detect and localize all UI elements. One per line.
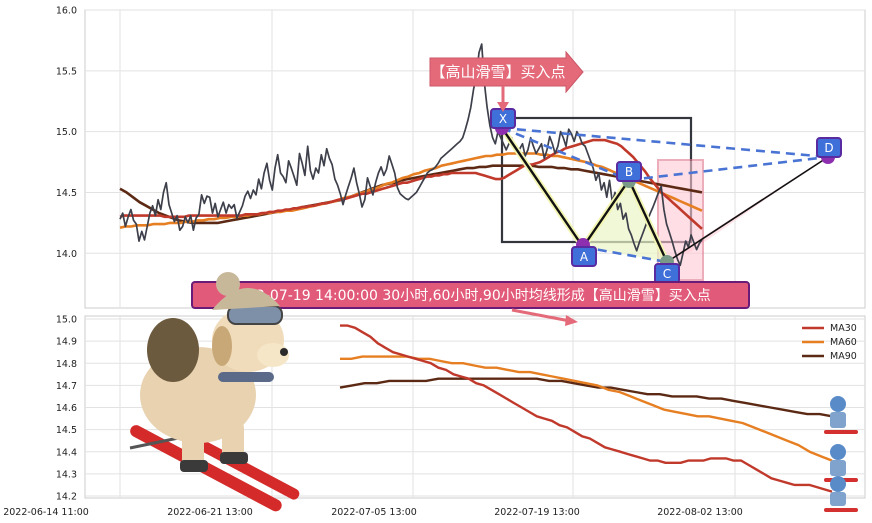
ma-y-tick-label: 14.5	[56, 425, 77, 436]
x-tick-label: 2022-08-02 13:00	[657, 507, 743, 518]
point-d-label: D	[824, 141, 833, 155]
dog-leg-back	[222, 420, 244, 460]
point-c-label: C	[663, 267, 671, 281]
legend-label-ma90: MA90	[830, 351, 857, 362]
ma-y-tick-label: 14.6	[56, 403, 77, 414]
legend: MA30 MA60 MA90	[802, 323, 857, 362]
point-d-badge	[816, 137, 842, 158]
signal-arrow-line	[511, 308, 571, 323]
price-y-tick-label: 15.0	[56, 127, 77, 138]
price-y-tick-label: 15.5	[56, 66, 77, 77]
ma-y-tick-label: 14.7	[56, 381, 77, 392]
dog-goggles	[227, 305, 283, 325]
x-tick-label: 2022-07-05 13:00	[331, 507, 417, 518]
point-x-label: X	[499, 112, 507, 126]
ma-series-ma90	[339, 377, 833, 418]
price-y-tick-label: 14.0	[56, 249, 77, 260]
dog-leg-front	[182, 430, 204, 468]
mini-skier-body-3	[830, 492, 846, 506]
price-y-tick-label: 14.5	[56, 188, 77, 199]
mini-skier-body-1	[830, 412, 846, 428]
mini-skier-ski-1	[824, 430, 858, 434]
legend-label-ma60: MA60	[830, 337, 857, 348]
signal-banner: 2022-07-19 14:00:00 30小时,60小时,90小时均线形成【高…	[191, 281, 750, 326]
x-tick-label: 2022-06-21 13:00	[167, 507, 253, 518]
ma-lines	[339, 324, 833, 493]
signal-text: 2022-07-19 14:00:00 30小时,60小时,90小时均线形成【高…	[229, 287, 710, 304]
price-panel: 16.0 15.5 15.0 14.5 14.0 X	[56, 6, 866, 309]
price-y-axis: 16.0 15.5 15.0 14.5 14.0	[56, 6, 77, 260]
point-c: C	[654, 255, 680, 284]
skiing-dog-illustration	[129, 272, 300, 512]
price-series-ma60	[119, 152, 703, 229]
ma-y-tick-label: 14.4	[56, 447, 77, 458]
point-a-badge	[571, 246, 597, 267]
bc-leg	[627, 179, 669, 263]
point-b-badge	[616, 161, 642, 182]
ma-series-ma30	[340, 324, 833, 493]
price-lines	[119, 43, 703, 267]
cd-shaded-region	[664, 156, 828, 262]
banner-text: 【高山滑雪】买入点	[430, 63, 565, 81]
price-series-ma90	[119, 164, 703, 225]
signal-arrow-head	[565, 315, 578, 326]
mini-skier-body-2	[830, 460, 846, 476]
point-a-label: A	[580, 250, 589, 264]
banner-pointer-head	[497, 102, 509, 112]
bd-dashed	[628, 155, 829, 182]
ma-y-tick-label: 14.2	[56, 492, 77, 503]
dog-beanie-pompom	[216, 272, 240, 296]
ab-leg	[582, 179, 630, 248]
mini-skier-head-3	[830, 476, 846, 492]
signal-banner-box	[191, 281, 750, 309]
xd-dashed	[501, 126, 829, 159]
ma-y-tick-label: 14.8	[56, 359, 77, 370]
dog-ear	[212, 326, 232, 366]
dog-boot-front	[180, 460, 208, 472]
ma-panel: 15.0 14.9 14.8 14.7 14.6 14.5 14.4 14.3 14.2 MA3…	[3, 315, 866, 518]
dog-snout	[257, 343, 289, 367]
banner-arrow-shape	[429, 50, 584, 94]
mini-skier-icons	[824, 396, 858, 512]
mini-skier-head-1	[830, 396, 846, 412]
buy-point-banner: 【高山滑雪】买入点	[429, 50, 584, 112]
point-d: D	[816, 137, 842, 164]
ma-y-tick-label: 15.0	[56, 315, 77, 326]
point-b-label: B	[625, 165, 633, 179]
dog-backpack	[147, 318, 199, 382]
mini-skier-icon-1	[824, 396, 858, 434]
xb-dashed	[501, 126, 630, 182]
point-b: B	[616, 161, 642, 188]
legend-label-ma30: MA30	[830, 323, 857, 334]
mini-skier-head-2	[830, 444, 846, 460]
dog-nose	[280, 348, 288, 356]
x-axis: 2022-06-14 11:00 2022-06-21 13:00 2022-07-…	[3, 507, 743, 518]
ma-y-tick-label: 14.3	[56, 469, 77, 480]
dog-boot-back	[220, 452, 248, 464]
point-a: A	[571, 238, 597, 267]
x-tick-label: 2022-06-14 11:00	[3, 507, 89, 518]
ma-y-axis: 15.0 14.9 14.8 14.7 14.6 14.5 14.4 14.3 14.2	[56, 315, 77, 503]
dog-beanie	[212, 287, 280, 310]
xa-leg	[501, 127, 584, 248]
ma-series-ma60	[340, 355, 833, 462]
price-y-tick-label: 16.0	[56, 6, 77, 17]
dog-scarf	[218, 372, 274, 382]
x-tick-label: 2022-07-19 13:00	[494, 507, 580, 518]
pattern-lines	[499, 126, 829, 264]
price-series-close	[119, 43, 703, 267]
mini-skier-icon-3	[824, 476, 858, 512]
mini-skier-ski-3	[824, 508, 858, 512]
cd-leg	[666, 156, 829, 263]
ma-y-tick-label: 14.9	[56, 337, 77, 348]
